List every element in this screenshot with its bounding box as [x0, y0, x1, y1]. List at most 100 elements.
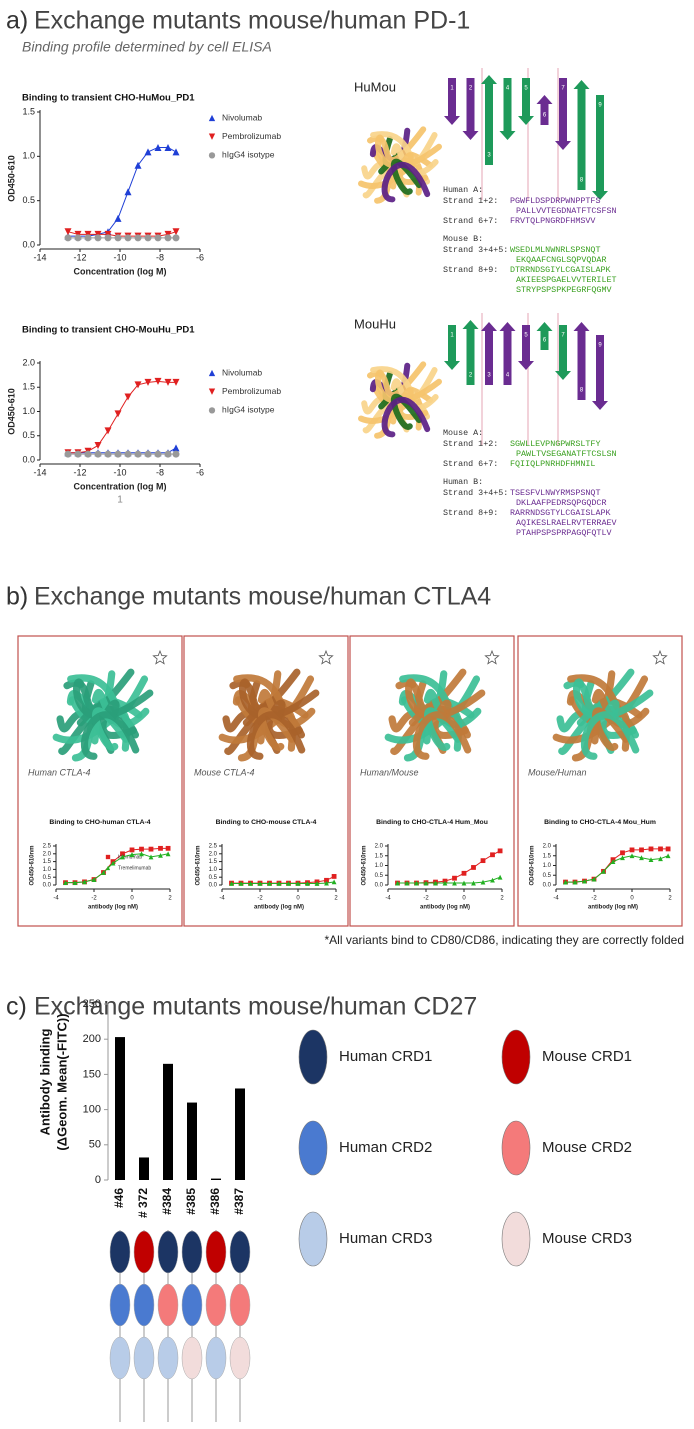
data-point — [665, 853, 671, 859]
y-tick-label: 1.0 — [22, 406, 35, 416]
strand-number: 1 — [450, 86, 454, 92]
construct-name: HuMou — [354, 79, 396, 94]
sequence-heading: Human A: — [443, 185, 483, 195]
data-point — [74, 234, 82, 242]
data-point — [139, 851, 144, 857]
data-point — [94, 450, 102, 458]
y-tick-label: 2.0 — [543, 844, 552, 850]
data-point — [104, 427, 112, 435]
data-point — [148, 854, 154, 860]
data-point — [497, 848, 503, 854]
sequence: AQIKESLRAELRVTERRAEV — [516, 518, 617, 528]
data-point — [648, 846, 654, 852]
data-point — [114, 450, 122, 458]
data-point — [134, 381, 142, 389]
data-point — [257, 881, 263, 886]
legend-label: Tremelimumab — [118, 865, 151, 871]
y-tick-label: 250 — [83, 998, 101, 1010]
protein-structure — [358, 126, 442, 204]
strand-arrow — [536, 95, 553, 125]
strand-number: 3 — [487, 153, 491, 159]
data-point — [324, 877, 329, 883]
crd-domain — [109, 1283, 131, 1327]
series-line — [565, 855, 669, 883]
data-point — [114, 234, 122, 242]
ribbon — [412, 711, 472, 760]
data-point — [104, 234, 112, 242]
strand-arrow — [518, 325, 534, 370]
x-tick-label: -14 — [33, 467, 46, 477]
strand-arrow — [592, 335, 608, 410]
x-tick-label: -4 — [553, 896, 559, 902]
data-point — [423, 880, 429, 886]
legend-label: Mouse CRD2 — [542, 1139, 632, 1156]
data-point — [248, 881, 253, 886]
legend-swatch — [501, 1029, 531, 1085]
protein-structure — [52, 668, 154, 762]
data-point — [395, 880, 400, 886]
sequence: RARRNDSGTYLCGAISLAPK — [510, 508, 611, 518]
construct-name: MouHu — [354, 316, 396, 331]
strand-number: 5 — [524, 86, 528, 92]
data-point — [110, 860, 116, 866]
strand-number: 1 — [450, 333, 454, 339]
crd-domain — [229, 1336, 251, 1380]
data-point — [648, 857, 654, 863]
legend-swatch — [298, 1211, 328, 1267]
x-tick-label: -2 — [591, 896, 597, 902]
ribbon — [80, 711, 140, 760]
ribbon — [381, 162, 431, 203]
y-tick-label: 0.5 — [209, 875, 218, 881]
strand-number: 4 — [506, 373, 510, 379]
x-tick-label: -12 — [73, 252, 86, 262]
chart-title: Binding to CHO-human CTLA-4 — [49, 819, 150, 826]
crd-domain — [205, 1283, 227, 1327]
x-tick-label: -10 — [113, 252, 126, 262]
panel-title: Exchange mutants mouse/human CTLA4 — [34, 583, 491, 611]
data-point — [471, 880, 476, 886]
x-tick-label: 0 — [130, 896, 134, 902]
data-point — [124, 234, 132, 242]
strand-label: Strand 1+2: — [443, 196, 498, 206]
data-point — [404, 880, 410, 886]
data-point — [208, 152, 216, 159]
data-point — [84, 230, 92, 238]
x-tick-label: 0 — [462, 896, 466, 902]
strand-arrow — [462, 320, 479, 385]
data-point — [72, 880, 78, 886]
strand-arrow — [499, 78, 516, 140]
y-tick-label: 1.5 — [22, 382, 35, 392]
strand-arrow — [573, 80, 590, 190]
data-point — [286, 881, 291, 886]
strand-arrow — [462, 78, 479, 140]
page-number: 1 — [117, 495, 123, 506]
panel-title: Exchange mutants mouse/human PD-1 — [34, 7, 470, 35]
data-point — [629, 853, 635, 859]
data-point — [74, 450, 82, 458]
y-tick-label: 0 — [95, 1174, 101, 1186]
data-point — [471, 865, 476, 870]
y-axis-label: OD450-610nm — [362, 845, 368, 885]
x-tick-label: -2 — [91, 896, 97, 902]
x-tick-label: -6 — [196, 467, 204, 477]
data-point — [158, 852, 163, 858]
strand-number: 9 — [598, 103, 602, 109]
data-point — [658, 856, 663, 862]
data-point — [172, 444, 180, 452]
x-tick-label: -4 — [219, 896, 225, 902]
data-point — [172, 378, 180, 386]
data-point — [490, 877, 495, 883]
strand-arrow — [555, 325, 571, 380]
sequence: WSEDLMLNWNRLSPSNQT — [510, 245, 600, 255]
ribbon — [73, 678, 154, 720]
x-tick-label: -12 — [73, 467, 86, 477]
legend-label: Nivolumab — [222, 112, 262, 122]
bar — [115, 1037, 125, 1180]
data-point — [124, 188, 132, 196]
data-point — [331, 874, 337, 879]
data-point — [120, 854, 125, 860]
x-axis-label: antibody (log nM) — [588, 905, 638, 911]
strand-number: 6 — [543, 113, 547, 119]
variant-label: Mouse/Human — [528, 767, 587, 777]
data-point — [620, 855, 625, 861]
